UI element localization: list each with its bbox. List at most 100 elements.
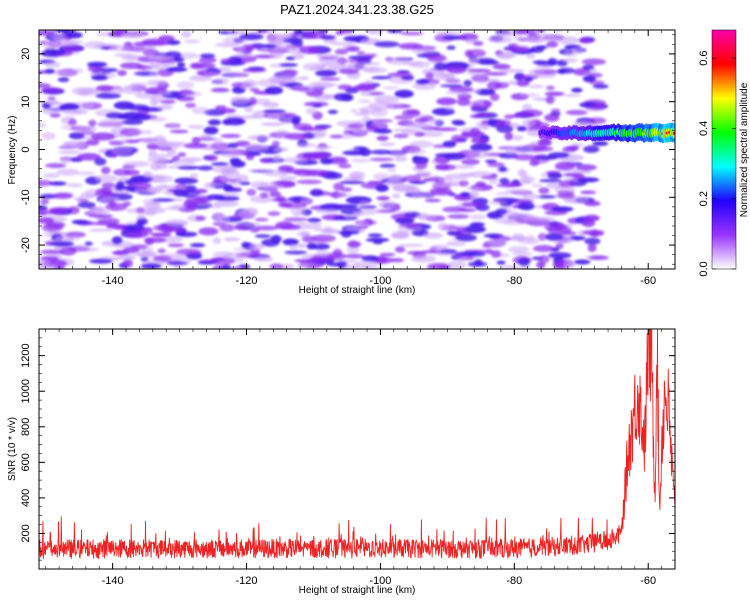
noise-patch [152, 198, 175, 202]
noise-patch [254, 234, 271, 239]
noise-patch [483, 71, 508, 76]
noise-patch [487, 118, 497, 125]
noise-patch [409, 148, 426, 155]
noise-patch [323, 38, 338, 44]
noise-patch [437, 222, 449, 231]
y-tick-label: 400 [20, 489, 32, 507]
x-tick-label: -100 [369, 575, 391, 587]
noise-patch [373, 128, 393, 134]
noise-patch [524, 77, 533, 82]
noise-patch [213, 200, 239, 207]
noise-patch [207, 119, 222, 126]
noise-patch [446, 240, 467, 247]
noise-patch [306, 242, 317, 250]
noise-patch [298, 76, 309, 81]
noise-patch [52, 192, 73, 199]
noise-patch [486, 239, 507, 246]
noise-patch [80, 221, 105, 226]
noise-patch [362, 62, 381, 66]
noise-patch [302, 62, 327, 71]
noise-patch [277, 165, 294, 172]
noise-patch [405, 186, 421, 195]
noise-patch [167, 243, 184, 248]
y-tick-label: 10 [20, 96, 32, 108]
noise-patch [379, 163, 396, 168]
noise-patch [68, 118, 77, 126]
noise-patch [361, 67, 381, 72]
noise-patch [522, 119, 536, 128]
noise-patch [173, 226, 187, 233]
y-tick-label: 20 [20, 48, 32, 60]
noise-patch [535, 64, 553, 68]
noise-patch [358, 221, 370, 228]
noise-patch [75, 87, 94, 95]
noise-patch [282, 157, 309, 164]
noise-patch [572, 46, 584, 55]
noise-patch [119, 139, 129, 144]
noise-patch [124, 139, 140, 144]
noise-patch [434, 62, 447, 71]
x-tick-label: -80 [506, 275, 522, 287]
noise-patch [76, 171, 96, 176]
noise-patch [40, 199, 50, 205]
colorbar-frame [711, 29, 737, 270]
noise-patch [48, 181, 67, 186]
y-tick-label: 600 [20, 453, 32, 471]
noise-patch [296, 143, 316, 148]
noise-patch [291, 39, 304, 47]
noise-patch [195, 215, 206, 221]
noise-patch [587, 231, 604, 237]
noise-patch [47, 96, 56, 101]
noise-patch [177, 152, 187, 157]
noise-patch [379, 142, 396, 147]
noise-patch [511, 233, 525, 240]
y-tick-label: -20 [20, 237, 32, 253]
noise-patch [339, 68, 359, 75]
noise-patch [135, 221, 146, 226]
chart-title: PAZ1.2024.341.23.38.G25 [280, 2, 434, 17]
noise-patch [584, 200, 601, 207]
noise-patch [264, 86, 284, 95]
noise-patch [285, 56, 296, 61]
noise-patch [562, 58, 578, 63]
noise-patch [422, 177, 432, 182]
colorbar-tick-label: 0.6 [698, 50, 710, 65]
noise-patch [546, 85, 555, 91]
noise-patch [495, 208, 508, 215]
noise-patch [565, 109, 588, 116]
noise-patch [194, 188, 208, 194]
noise-patch [73, 126, 97, 134]
noise-patch [250, 181, 268, 189]
noise-patch [199, 53, 216, 59]
x-tick-label: -140 [102, 275, 124, 287]
noise-patch [359, 208, 380, 216]
noise-patch [314, 250, 331, 257]
noise-patch [253, 225, 279, 231]
noise-patch [334, 48, 349, 55]
noise-patch [90, 132, 116, 141]
noise-patch [125, 208, 143, 214]
noise-patch [254, 256, 273, 263]
noise-patch [231, 180, 241, 186]
noise-patch [121, 185, 137, 190]
noise-patch [177, 62, 186, 67]
noise-patch [337, 84, 352, 90]
noise-patch [184, 185, 197, 192]
noise-patch [53, 69, 67, 76]
noise-patch [468, 190, 480, 199]
noise-patch [184, 39, 201, 44]
noise-patch [379, 252, 396, 257]
noise-patch [256, 30, 269, 34]
noise-patch [166, 149, 177, 156]
noise-patch [446, 231, 462, 236]
noise-patch [64, 231, 86, 238]
noise-patch [296, 179, 323, 185]
noise-patch [582, 75, 596, 83]
noise-patch [39, 264, 58, 269]
noise-patch [203, 126, 219, 135]
noise-patch [181, 30, 192, 38]
noise-patch [136, 250, 157, 258]
noise-patch [435, 30, 461, 36]
noise-patch [41, 132, 56, 140]
noise-patch [451, 119, 465, 125]
